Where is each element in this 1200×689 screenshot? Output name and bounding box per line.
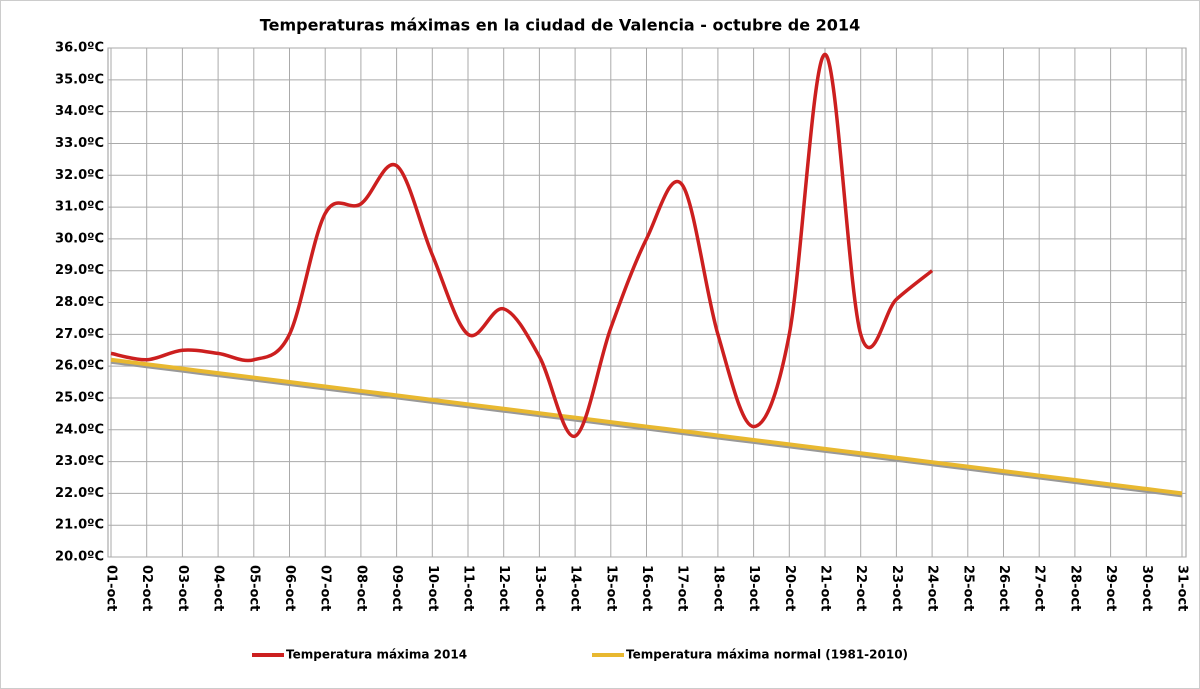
y-tick-label: 28.0ºC (55, 295, 104, 310)
y-tick-label: 35.0ºC (55, 72, 104, 87)
x-tick-label: 03-oct (175, 565, 190, 611)
x-tick-label: 31-oct (1175, 565, 1190, 611)
y-tick-label: 22.0ºC (55, 486, 104, 501)
x-tick-label: 13-oct (532, 565, 547, 611)
x-tick-label: 05-oct (246, 565, 261, 611)
y-tick-label: 34.0ºC (55, 104, 104, 119)
x-tick-label: 06-oct (282, 565, 297, 611)
y-tick-label: 24.0ºC (55, 422, 104, 437)
x-tick-label: 04-oct (211, 565, 226, 611)
x-tick-label: 10-oct (425, 565, 440, 611)
y-tick-label: 36.0ºC (55, 41, 104, 56)
y-tick-label: 31.0ºC (55, 200, 104, 215)
x-tick-label: 24-oct (925, 565, 940, 611)
x-tick-label: 27-oct (1032, 565, 1047, 611)
x-tick-label: 02-oct (139, 565, 154, 611)
x-tick-label: 11-oct (461, 565, 476, 611)
y-tick-label: 29.0ºC (55, 263, 104, 278)
y-tick-label: 20.0ºC (55, 550, 104, 565)
x-tick-label: 26-oct (996, 565, 1011, 611)
x-tick-label: 17-oct (675, 565, 690, 611)
y-tick-label: 27.0ºC (55, 327, 104, 342)
series-line (110, 52, 934, 438)
x-tick-label: 09-oct (389, 565, 404, 611)
x-tick-label: 21-oct (818, 565, 833, 611)
x-tick-label: 20-oct (782, 565, 797, 611)
y-tick-label: 32.0ºC (55, 168, 104, 183)
x-tick-label: 18-oct (710, 565, 725, 611)
legend-label: Temperatura máxima normal (1981-2010) (626, 648, 908, 662)
y-tick-label: 21.0ºC (55, 518, 104, 533)
x-tick-label: 15-oct (603, 565, 618, 611)
x-tick-label: 30-oct (1139, 565, 1154, 611)
y-tick-label: 30.0ºC (55, 231, 104, 246)
x-tick-label: 01-oct (104, 565, 119, 611)
y-tick-label: 26.0ºC (55, 359, 104, 374)
x-tick-label: 28-oct (1067, 565, 1082, 611)
y-tick-label: 23.0ºC (55, 454, 104, 469)
chart-title: Temperaturas máximas en la ciudad de Val… (260, 16, 860, 35)
x-tick-label: 25-oct (960, 565, 975, 611)
x-tick-label: 19-oct (746, 565, 761, 611)
y-tick-label: 25.0ºC (55, 390, 104, 405)
x-tick-label: 12-oct (496, 565, 511, 611)
x-tick-label: 07-oct (318, 565, 333, 611)
x-tick-label: 08-oct (353, 565, 368, 611)
x-tick-label: 23-oct (889, 565, 904, 611)
x-tick-label: 29-oct (1103, 565, 1118, 611)
x-tick-label: 22-oct (853, 565, 868, 611)
legend-label: Temperatura máxima 2014 (286, 648, 467, 662)
series-line (110, 357, 1183, 496)
x-tick-label: 16-oct (639, 565, 654, 611)
x-tick-label: 14-oct (568, 565, 583, 611)
y-tick-label: 33.0ºC (55, 136, 104, 151)
